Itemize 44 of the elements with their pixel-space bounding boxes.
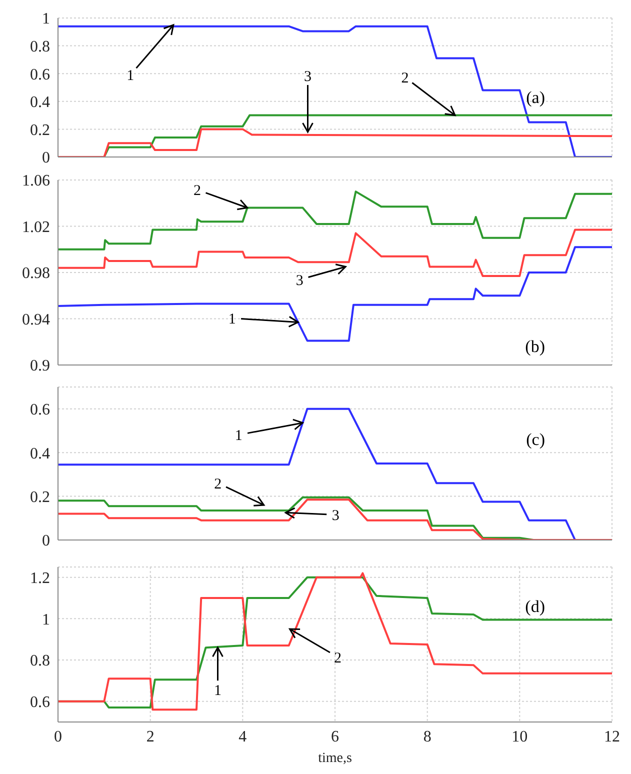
annotation: 3 [304,69,312,86]
annotation: (a) [526,88,545,108]
x-tick-label: 6 [331,728,339,746]
line-series [58,246,612,342]
y-tick-label: 0.9 [30,358,50,375]
x-tick-label: 0 [54,728,62,746]
x-tick-label: 10 [512,728,528,746]
y-tick-label: 0.8 [30,652,50,670]
annotation: 1 [214,682,222,699]
x-tick-label: 12 [604,728,620,746]
y-tick-label: 1.02 [22,218,50,236]
annotation: 3 [296,272,304,289]
line-series [58,228,612,277]
annotation: (c) [526,430,545,450]
y-tick-label: 0.6 [30,694,50,712]
y-tick-label: 0.6 [30,402,50,419]
y-tick-label: 0.98 [22,265,50,282]
x-tick-label: 4 [238,728,247,746]
y-tick-label: 0 [42,532,50,550]
y-tick-label: 0.6 [30,66,50,84]
annotation: 2 [401,70,409,87]
annotation: 2 [214,476,222,492]
x-tick-label: 8 [423,728,432,746]
annotation: 1 [234,428,242,444]
y-tick-label: 0 [42,150,50,167]
y-tick-label: 0.8 [30,38,50,56]
y-tick-label: 0.94 [22,311,50,328]
annotation: 2 [334,650,342,666]
y-tick-label: 0.4 [30,94,50,112]
y-tick-label: 0.4 [30,445,50,462]
y-tick-label: 1 [42,611,50,628]
y-tick-label: 0.2 [30,488,50,506]
annotation: 1 [126,68,134,84]
annotation: 3 [332,508,340,524]
annotation: 2 [194,183,202,199]
y-tick-label: 0.2 [30,122,50,139]
y-tick-label: 1 [42,10,50,28]
x-tick-label: 2 [146,728,154,746]
annotation: (b) [525,337,545,357]
y-tick-label: 1.06 [22,172,50,190]
x-axis-title: time,s [318,751,352,766]
annotation: (d) [525,597,545,617]
y-tick-label: 1.2 [30,570,50,588]
annotation: 1 [228,311,236,328]
